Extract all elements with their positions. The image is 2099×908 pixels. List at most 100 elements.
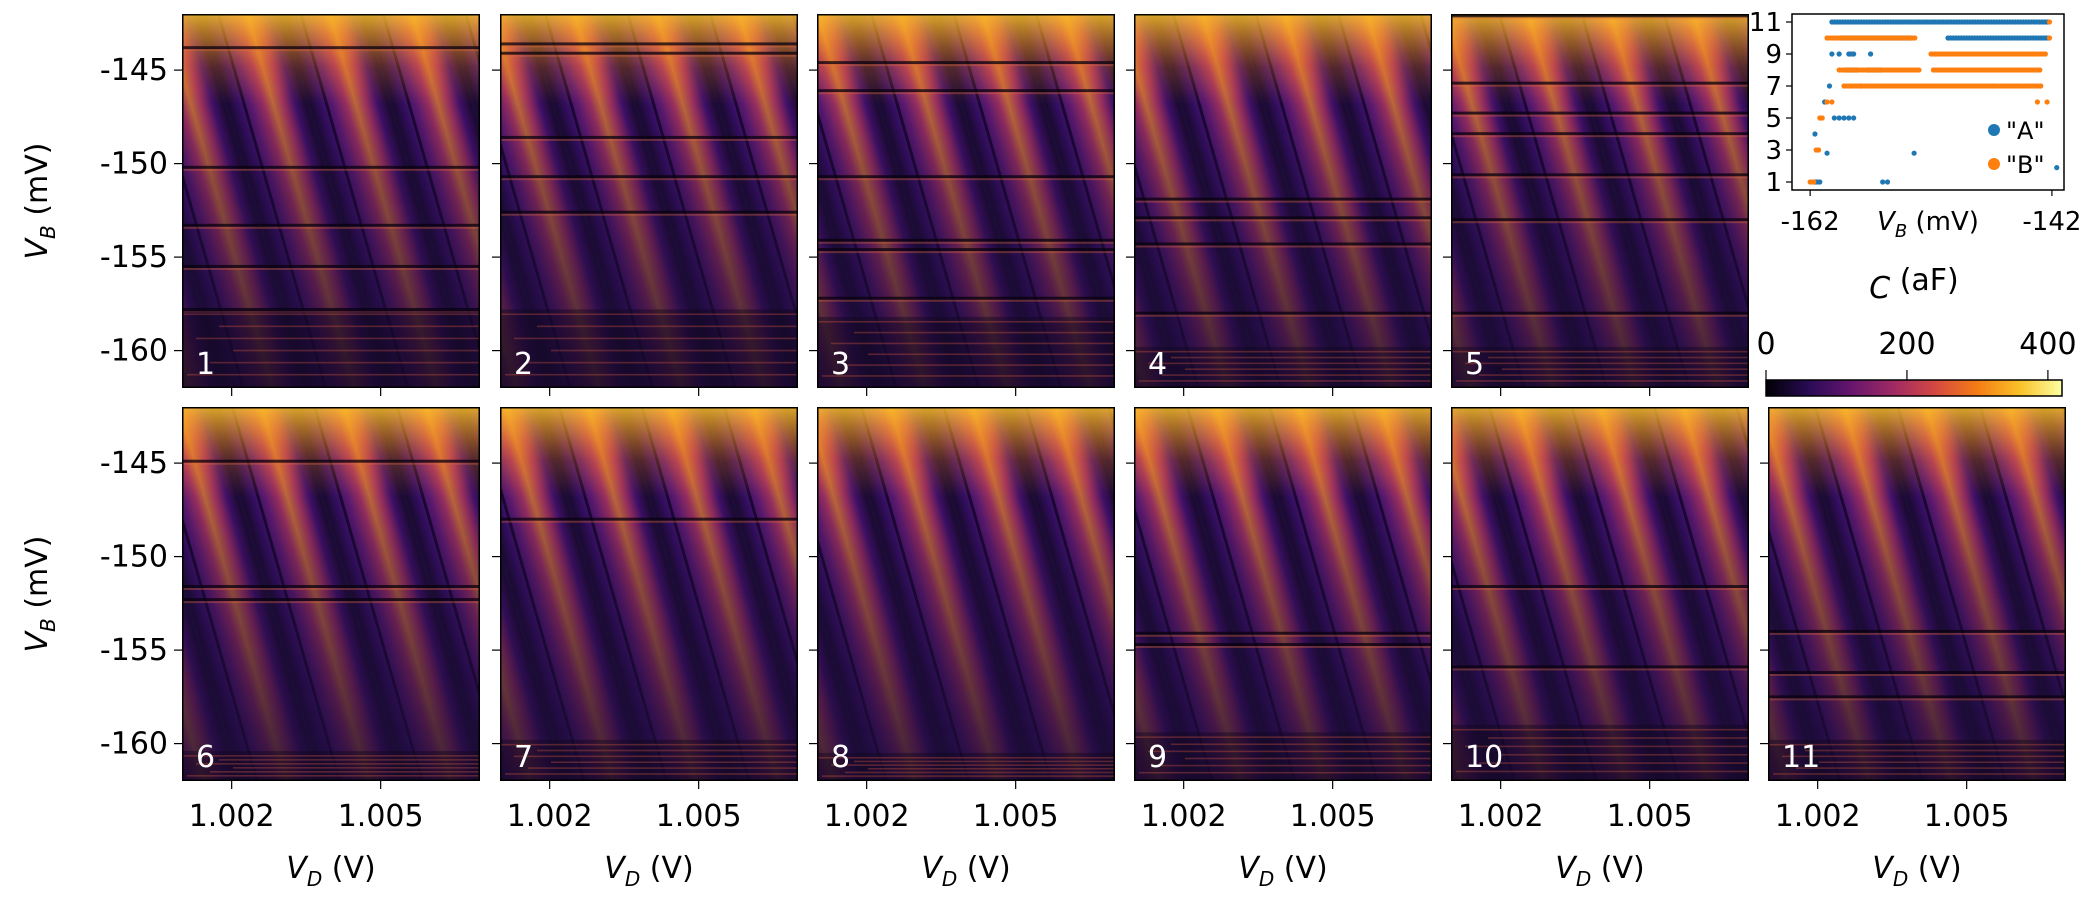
noise-line [1768,743,2066,746]
switch-highlight [1451,135,1749,138]
panel-frame [817,14,1115,388]
heatmap-panel: 10 1.002 1.005 VD (V) [1443,407,1749,891]
charge-line [1451,14,1507,388]
panel-number: 11 [1782,740,1820,775]
noise-line [505,773,798,775]
noise-line [537,325,798,328]
series-b [1807,19,2053,185]
charge-line [500,14,635,388]
panel-number: 2 [514,347,533,382]
noise-line [1488,356,1749,359]
noise-line [514,755,798,758]
y-tick-label: -155 [100,633,168,668]
heatmap-panel: 11 1.002 1.005 VD (V) [1760,407,2066,891]
switch-highlight [500,54,798,57]
switch-line [182,165,480,169]
switch-highlight [182,601,480,604]
switch-line [1451,665,1749,669]
legend-label: "A" [2006,117,2045,145]
switch-highlight [817,299,1115,302]
noise-region [817,316,1115,388]
data-point [1933,51,1939,57]
switch-line [1451,14,1749,18]
switch-highlight [1134,314,1432,317]
noise-line [1148,750,1432,753]
noise-line [854,331,1115,334]
panel-number: 6 [196,740,215,775]
x-axis-label: VD (V) [921,851,1010,891]
charge-line [500,407,567,781]
switch-line [1134,311,1432,315]
data-point [1836,51,1842,57]
switch-line [1134,642,1432,646]
noise-line [182,313,480,316]
x-tick-label: 1.005 [656,799,742,834]
switch-line [1451,81,1749,85]
switch-highlight [1451,17,1749,20]
noise-line [1796,767,2066,769]
data-point [1817,115,1823,121]
top-glow [500,407,798,497]
x-tick-label: 1.002 [189,799,275,834]
noise-line [1502,368,1749,371]
data-point [1829,51,1835,57]
switch-line [182,307,480,311]
noise-line [219,759,480,761]
data-point [1916,67,1922,73]
noise-line [500,743,798,746]
top-glow [1451,14,1749,104]
data-point [1880,179,1886,185]
heatmap-panel: 3 [809,14,1115,396]
noise-line [528,767,798,769]
noise-line [505,373,798,376]
noise-line [210,361,480,364]
noise-line [1185,368,1432,371]
panel-frame [1768,407,2066,781]
y-tick-label: -145 [100,446,168,481]
switch-line [182,598,480,602]
legend-marker [1988,124,2000,136]
data-point [1867,51,1874,57]
noise-line [1479,762,1749,764]
switch-line [1768,629,2066,633]
colorbar: C (aF) 0 200 400 [1756,263,2077,397]
switch-line [817,89,1115,93]
noise-line [187,373,480,376]
noise-region [500,309,798,388]
switch-line [1451,132,1749,136]
noise-line [551,349,798,352]
x-tick-label: 1.005 [973,799,1059,834]
y-axis-label: VB (mV) [20,536,60,653]
noise-line [528,361,798,364]
data-point [1826,83,1833,89]
switch-line [182,46,480,50]
panel-number: 7 [514,740,533,775]
data-point [2046,19,2053,25]
noise-region [1768,739,2066,781]
switch-highlight [182,49,480,52]
switch-line [500,175,798,179]
data-point [2042,51,2048,57]
noise-region [1451,346,1749,388]
heatmap-panel: 4 [1126,14,1432,396]
panel-number: 8 [831,740,850,775]
inset-x-tick-label: -162 [1781,207,1840,237]
switch-line [1134,242,1432,246]
switch-highlight [817,64,1115,67]
data-point [1851,51,1857,57]
switch-line [1451,111,1749,115]
data-point [1824,150,1830,156]
data-point [1824,99,1830,105]
switch-highlight [1134,245,1432,248]
charge-line [1134,407,1277,781]
top-glow [817,407,1115,497]
inset-y-tick-label: 1 [1765,168,1782,198]
switch-highlight [500,520,798,523]
x-tick-label: 1.005 [1924,799,2010,834]
panel-frame [500,14,798,388]
noise-region [1134,732,1432,781]
noise-line [854,760,1115,763]
inset-y-tick-label: 7 [1765,72,1782,102]
noise-line [868,767,1115,770]
